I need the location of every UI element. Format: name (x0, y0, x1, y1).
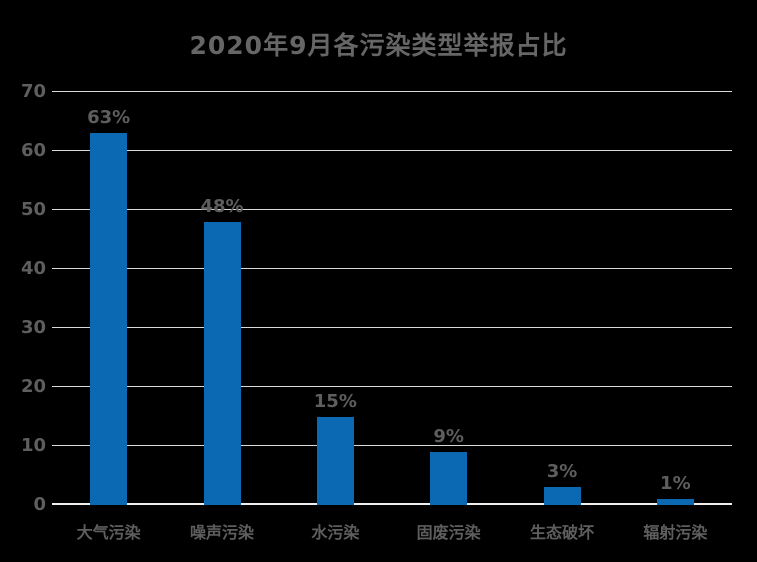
y-tick-label: 70 (20, 81, 46, 102)
bar-value-label: 48% (200, 195, 244, 217)
gridline (52, 385, 732, 387)
bar-value-label: 9% (433, 425, 464, 447)
bar (543, 487, 581, 505)
bar-value-label: 15% (313, 390, 357, 412)
y-tick-label: 0 (33, 494, 46, 515)
bar (203, 221, 241, 505)
bar (316, 416, 354, 505)
y-tick-label: 60 (20, 140, 46, 161)
x-category-label: 噪声污染 (189, 523, 254, 542)
gridline (52, 267, 732, 269)
x-category-label: 生态破坏 (529, 523, 594, 542)
y-tick-label: 20 (20, 376, 46, 397)
x-category-label: 固废污染 (416, 523, 481, 542)
x-category-label: 大气污染 (76, 523, 141, 542)
gridline (52, 326, 732, 328)
x-axis-line (52, 503, 732, 505)
chart-title: 2020年9月各污染类型举报占比 (189, 31, 568, 60)
bar-value-label: 3% (546, 461, 578, 483)
gridline (52, 149, 732, 151)
x-category-label: 水污染 (311, 523, 360, 542)
bar-value-label: 1% (660, 473, 691, 495)
x-category-label: 辐射污染 (643, 523, 708, 542)
bar (430, 451, 468, 505)
gridline (52, 90, 732, 92)
y-tick-label: 30 (20, 317, 46, 338)
y-tick-label: 10 (20, 435, 46, 456)
gridline (52, 208, 732, 210)
y-tick-label: 50 (20, 199, 46, 220)
gridline (52, 444, 732, 446)
bar (656, 499, 694, 505)
y-tick-label: 40 (20, 258, 46, 279)
bar-value-label: 63% (87, 107, 131, 129)
plot-area: 63% 48% 15% 9% 3% 1% (52, 90, 732, 505)
bar (90, 133, 128, 505)
